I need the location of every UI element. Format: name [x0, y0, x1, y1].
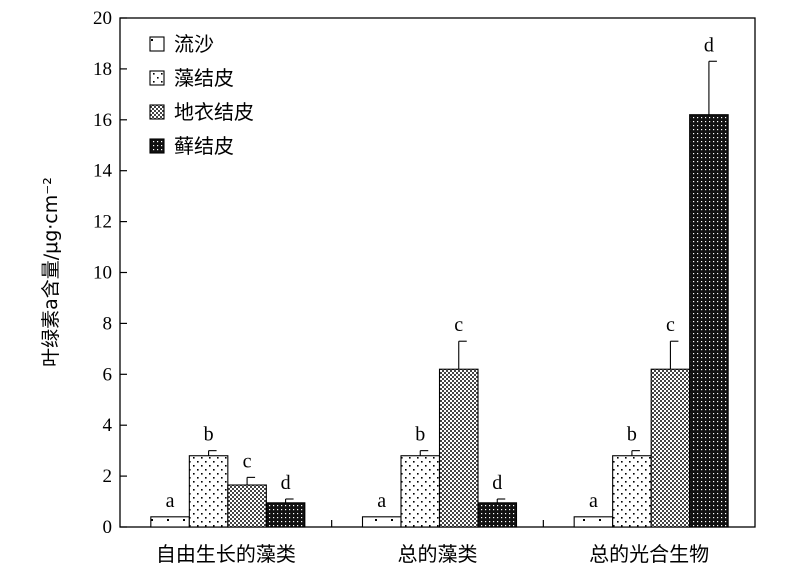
- legend-swatch: [149, 36, 165, 52]
- y-tick-label: 16: [93, 110, 112, 131]
- bar: [265, 502, 306, 528]
- bar: [438, 368, 479, 528]
- significance-letter: c: [454, 314, 463, 336]
- bar: [689, 114, 729, 528]
- y-tick-label: 20: [93, 8, 112, 29]
- y-axis-title: 叶绿素a含量/μg·cm⁻²: [40, 177, 62, 367]
- x-category-label: 总的藻类: [398, 542, 478, 566]
- y-tick-label: 6: [103, 364, 113, 385]
- legend-label: 流沙: [174, 32, 214, 56]
- bar: [573, 516, 614, 528]
- x-category-label: 总的光合生物: [589, 542, 709, 566]
- legend-swatch: [149, 104, 165, 120]
- legend-label: 藻结皮: [174, 66, 234, 90]
- significance-letter: c: [666, 314, 675, 336]
- y-tick-label: 2: [103, 466, 113, 487]
- bar: [361, 516, 402, 528]
- y-tick-label: 12: [93, 212, 112, 233]
- y-tick-label: 10: [93, 263, 112, 284]
- x-axis: 自由生长的藻类 总的藻类 总的光合生物: [156, 520, 709, 566]
- significance-letter: a: [377, 490, 386, 512]
- bar: [188, 455, 229, 528]
- x-category-label: 自由生长的藻类: [156, 542, 296, 566]
- significance-letter: c: [243, 450, 252, 472]
- y-tick-label: 8: [103, 313, 113, 334]
- significance-letter: b: [204, 424, 214, 446]
- bar: [227, 484, 267, 528]
- y-axis: 0 2 4 6 8 10 12 14 16 18 20: [93, 8, 127, 538]
- bars: a b c d a b c d a b c d: [150, 34, 729, 528]
- legend-swatch: [149, 138, 165, 154]
- bar: [612, 455, 652, 528]
- significance-letter: a: [589, 490, 598, 512]
- significance-letter: b: [415, 424, 425, 446]
- y-tick-label: 4: [103, 415, 113, 436]
- significance-letter: d: [492, 472, 502, 494]
- y-tick-label: 18: [93, 59, 112, 80]
- significance-letter: b: [627, 424, 637, 446]
- y-tick-label: 0: [103, 517, 113, 538]
- bar: [150, 516, 190, 528]
- significance-letter: d: [704, 34, 714, 56]
- significance-letter: a: [166, 490, 175, 512]
- bar: [650, 368, 691, 528]
- significance-letter: d: [281, 472, 291, 494]
- legend-label: 地衣结皮: [174, 100, 254, 124]
- legend-label: 藓结皮: [174, 134, 234, 158]
- legend-swatch: [149, 70, 165, 86]
- bar: [477, 502, 518, 528]
- y-tick-label: 14: [93, 161, 113, 182]
- bar: [400, 455, 441, 528]
